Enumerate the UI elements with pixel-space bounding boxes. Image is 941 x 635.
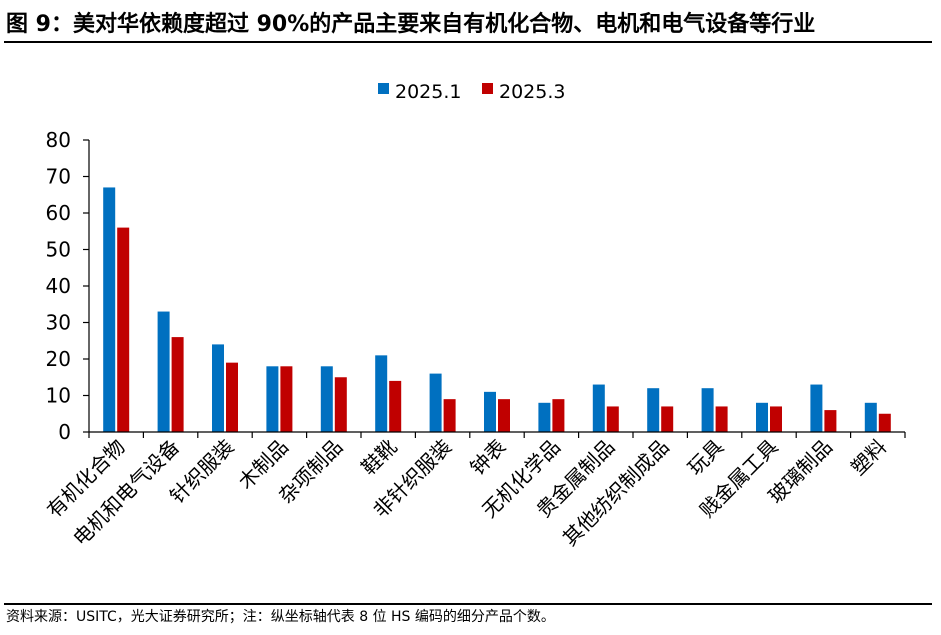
y-tick-label: 10 bbox=[46, 384, 71, 408]
y-tick-label: 80 bbox=[46, 128, 71, 152]
bar-2025.3-塑料 bbox=[878, 413, 891, 432]
x-category-label: 玩具 bbox=[683, 435, 728, 480]
title-divider bbox=[4, 41, 932, 43]
bar-2025.1-无机化学品 bbox=[538, 402, 551, 432]
y-tick-label: 70 bbox=[46, 165, 71, 189]
bar-2025.3-有机化合物 bbox=[117, 227, 130, 432]
bar-2025.3-其他纺织制成品 bbox=[661, 406, 674, 432]
bar-2025.1-玩具 bbox=[701, 388, 714, 432]
bar-2025.3-杂项制品 bbox=[334, 377, 347, 432]
legend-swatch-2025.3 bbox=[482, 83, 493, 94]
bar-2025.1-木制品 bbox=[266, 366, 279, 432]
y-tick-label: 60 bbox=[46, 201, 71, 225]
chart-legend: 2025.1 2025.3 bbox=[378, 81, 565, 103]
bar-2025.3-木制品 bbox=[280, 366, 293, 432]
legend-label-2025.1: 2025.1 bbox=[395, 81, 461, 103]
bar-2025.3-非针织服装 bbox=[443, 399, 456, 432]
y-tick-label: 50 bbox=[46, 238, 71, 262]
bar-2025.1-贵金属制品 bbox=[592, 384, 605, 432]
x-category-label: 钟表 bbox=[465, 435, 510, 480]
bar-2025.3-无机化学品 bbox=[552, 399, 565, 432]
y-tick-label: 20 bbox=[46, 347, 71, 371]
bar-2025.3-电机和电气设备 bbox=[171, 337, 184, 432]
bar-chart: 2025.1 2025.3 0 10 20 30 40 50 60 70 80 有机化合物电机和电… bbox=[42, 81, 906, 551]
bar-2025.1-其他纺织制成品 bbox=[647, 388, 660, 432]
source-note: 资料来源：USITC，光大证券研究所；注：纵坐标轴代表 8 位 HS 编码的细分… bbox=[6, 609, 555, 625]
bar-2025.1-鞋靴 bbox=[375, 355, 388, 432]
bar-2025.3-针织服装 bbox=[226, 362, 238, 432]
x-category-label: 鞋靴 bbox=[356, 435, 401, 480]
y-tick-label: 0 bbox=[58, 420, 71, 444]
bar-2025.1-有机化合物 bbox=[103, 187, 116, 432]
bar-2025.1-非针织服装 bbox=[429, 373, 442, 432]
bar-2025.1-针织服装 bbox=[212, 344, 224, 432]
page-title: 图 9：美对华依赖度超过 90%的产品主要来自有机化合物、电机和电气设备等行业 bbox=[6, 12, 816, 37]
bar-2025.3-贱金属工具 bbox=[770, 406, 782, 432]
bar-2025.1-电机和电气设备 bbox=[157, 311, 170, 432]
bar-2025.1-钟表 bbox=[484, 391, 496, 432]
bar-2025.1-玻璃制品 bbox=[810, 384, 823, 432]
bar-2025.3-玩具 bbox=[715, 406, 728, 432]
bar-2025.3-玻璃制品 bbox=[824, 410, 837, 432]
y-tick-label: 30 bbox=[46, 311, 71, 335]
legend-swatch-2025.1 bbox=[378, 83, 389, 94]
bar-2025.1-杂项制品 bbox=[320, 366, 333, 432]
y-axis: 0 10 20 30 40 50 60 70 80 bbox=[46, 128, 90, 444]
x-category-label: 塑料 bbox=[846, 435, 891, 480]
bar-2025.3-钟表 bbox=[498, 399, 510, 432]
bar-2025.1-贱金属工具 bbox=[756, 402, 768, 432]
bar-2025.1-塑料 bbox=[864, 402, 877, 432]
legend-label-2025.3: 2025.3 bbox=[499, 81, 565, 103]
footer-divider bbox=[4, 603, 932, 605]
bar-2025.3-贵金属制品 bbox=[606, 406, 619, 432]
bars bbox=[103, 187, 891, 432]
y-tick-label: 40 bbox=[46, 274, 71, 298]
bar-2025.3-鞋靴 bbox=[389, 380, 402, 432]
